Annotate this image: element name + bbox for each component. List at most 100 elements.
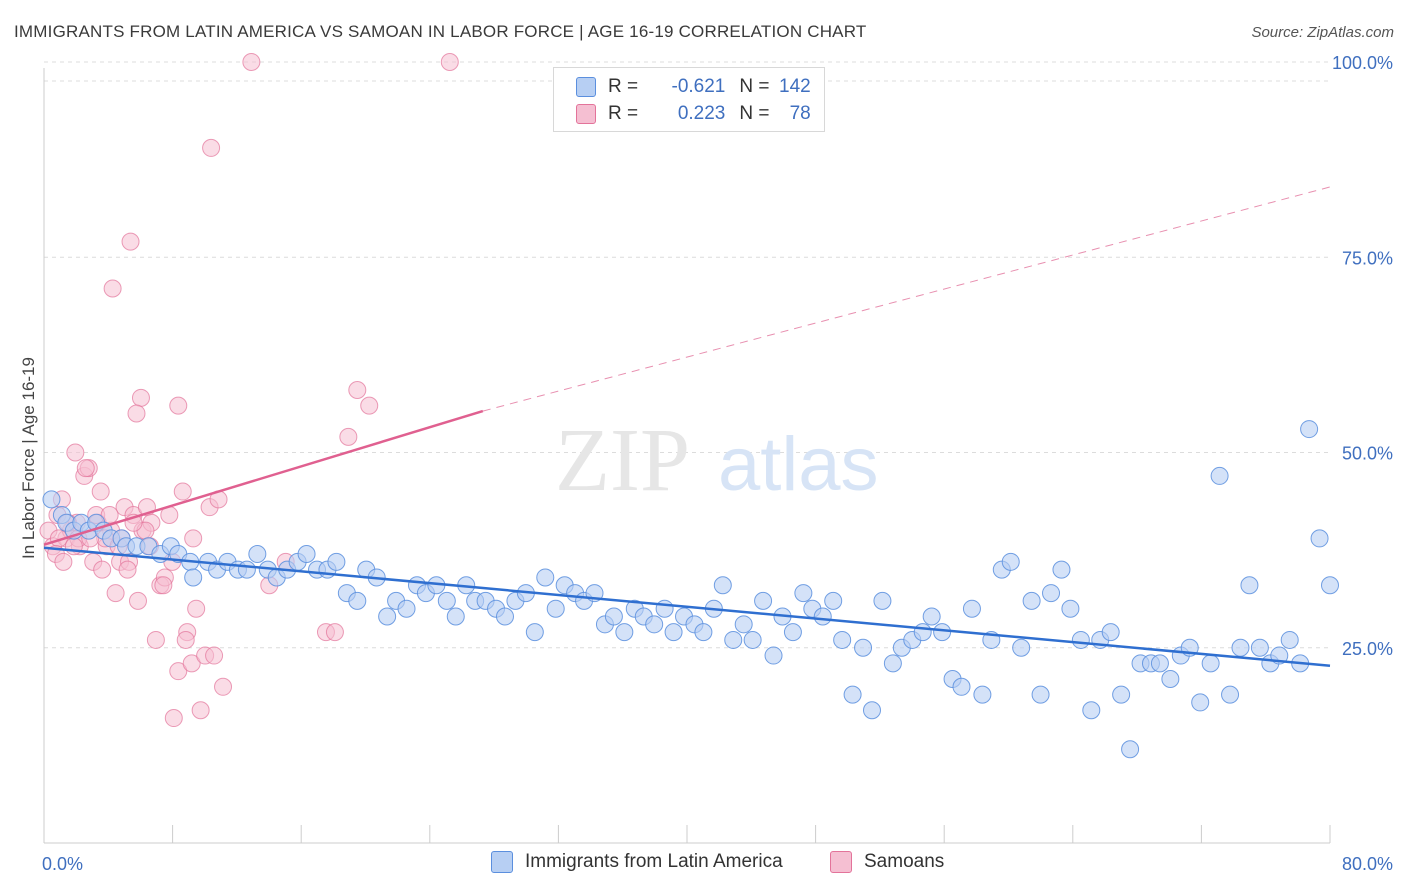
latin-america-point [348,591,367,610]
latin-america-point [495,607,514,626]
latin-america-point [1201,654,1220,673]
latin-america-point [1121,740,1140,759]
latin-america-trend-line [43,546,1331,667]
series-legend: Immigrants from Latin America Samoans [0,851,1406,879]
latin-america-point [1071,630,1090,649]
samoans-point [54,552,73,571]
latin-america-point [962,599,981,618]
latin-america-point [664,623,683,642]
samoans-point [76,459,95,478]
latin-america-point [327,552,346,571]
samoans-point [360,396,379,415]
samoans-point [242,53,261,71]
latin-america-point [536,568,555,587]
y-tick-label: 75.0% [1342,248,1393,268]
legend-r-value: -0.621 [671,76,726,97]
samoans-point [169,396,188,415]
legend-swatch-blue [576,77,596,97]
axes [43,68,1331,844]
legend-swatch-blue [491,851,513,873]
latin-america-point [378,607,397,626]
legend-n-value: 142 [779,76,811,97]
latin-america-point [1082,701,1101,720]
legend-label-latin-america: Immigrants from Latin America [525,851,783,872]
samoans-trend-line [43,409,484,546]
latin-america-point [446,607,465,626]
latin-america-point [1101,623,1120,642]
legend-r-label: R = [608,103,644,124]
latin-america-point [754,591,773,610]
samoans-point [339,427,358,446]
latin-america-point [1250,638,1269,657]
y-tick-label: 50.0% [1342,444,1393,464]
latin-america-point [694,623,713,642]
legend-item-samoans: Samoans [830,851,944,873]
samoans-point [182,654,201,673]
samoans-point [91,482,110,501]
latin-america-point [1231,638,1250,657]
samoans-point [154,576,173,595]
latin-america-point [1112,685,1131,704]
latin-america-point [862,701,881,720]
latin-america-point [783,623,802,642]
latin-america-point [734,615,753,634]
latin-america-point [854,638,873,657]
legend-swatch-pink [576,104,596,124]
y-tick-label: 100.0% [1332,53,1393,73]
samoans-point [325,623,344,642]
latin-america-point [973,685,992,704]
latin-america-point [724,630,743,649]
latin-america-point [1300,420,1319,439]
samoans-point [202,138,221,157]
latin-america-point [1052,560,1071,579]
samoans-point [214,677,233,696]
latin-america-point [883,654,902,673]
latin-america-point [1001,552,1020,571]
x-tick-label: 0.0% [42,854,83,874]
latin-america-point [655,599,674,618]
watermark-zip: ZIP [555,411,690,510]
samoans-point [187,599,206,618]
samoans-point [106,584,125,603]
latin-america-point [952,677,971,696]
latin-america-point [922,607,941,626]
latin-america-point [764,646,783,665]
latin-america-point [813,607,832,626]
latin-america-point [794,584,813,603]
latin-america-point [743,630,762,649]
source-credit: Source: ZipAtlas.com [1251,24,1394,41]
legend-label-samoans: Samoans [864,851,945,872]
latin-america-point [1210,466,1229,485]
latin-america-point [1321,576,1339,595]
latin-america-point [248,545,267,564]
tick-labels: 25.0% 50.0% 75.0% 100.0% 0.0% 80.0% [42,53,1393,874]
samoans-point [128,591,147,610]
samoans-point [164,709,183,728]
latin-america-point [237,560,256,579]
samoans-point [176,630,195,649]
latin-america-point [1061,599,1080,618]
y-tick-label: 25.0% [1342,639,1393,659]
correlation-legend: R = -0.621 N = 142 R = 0.223 N = 78 [553,67,825,132]
latin-america-point [184,568,203,587]
samoans-point [66,443,85,462]
legend-n-value: 78 [789,103,811,124]
latin-america-point [397,599,416,618]
samoans-point [118,560,137,579]
latin-america-point [437,591,456,610]
samoans-points [39,53,459,728]
samoans-point [348,381,367,400]
latin-america-point [1240,576,1259,595]
grid-lines [44,61,1330,649]
latin-america-point [604,607,623,626]
latin-america-point [615,623,634,642]
latin-america-point [42,490,61,509]
samoans-point [173,482,192,501]
samoans-trend-extension [482,186,1331,412]
trend-lines [43,186,1331,667]
latin-america-point [525,623,544,642]
latin-america-point [645,615,664,634]
watermark-atlas: atlas [718,422,879,507]
latin-america-point [1031,685,1050,704]
legend-row-samoans: R = 0.223 N = 78 [576,102,811,126]
